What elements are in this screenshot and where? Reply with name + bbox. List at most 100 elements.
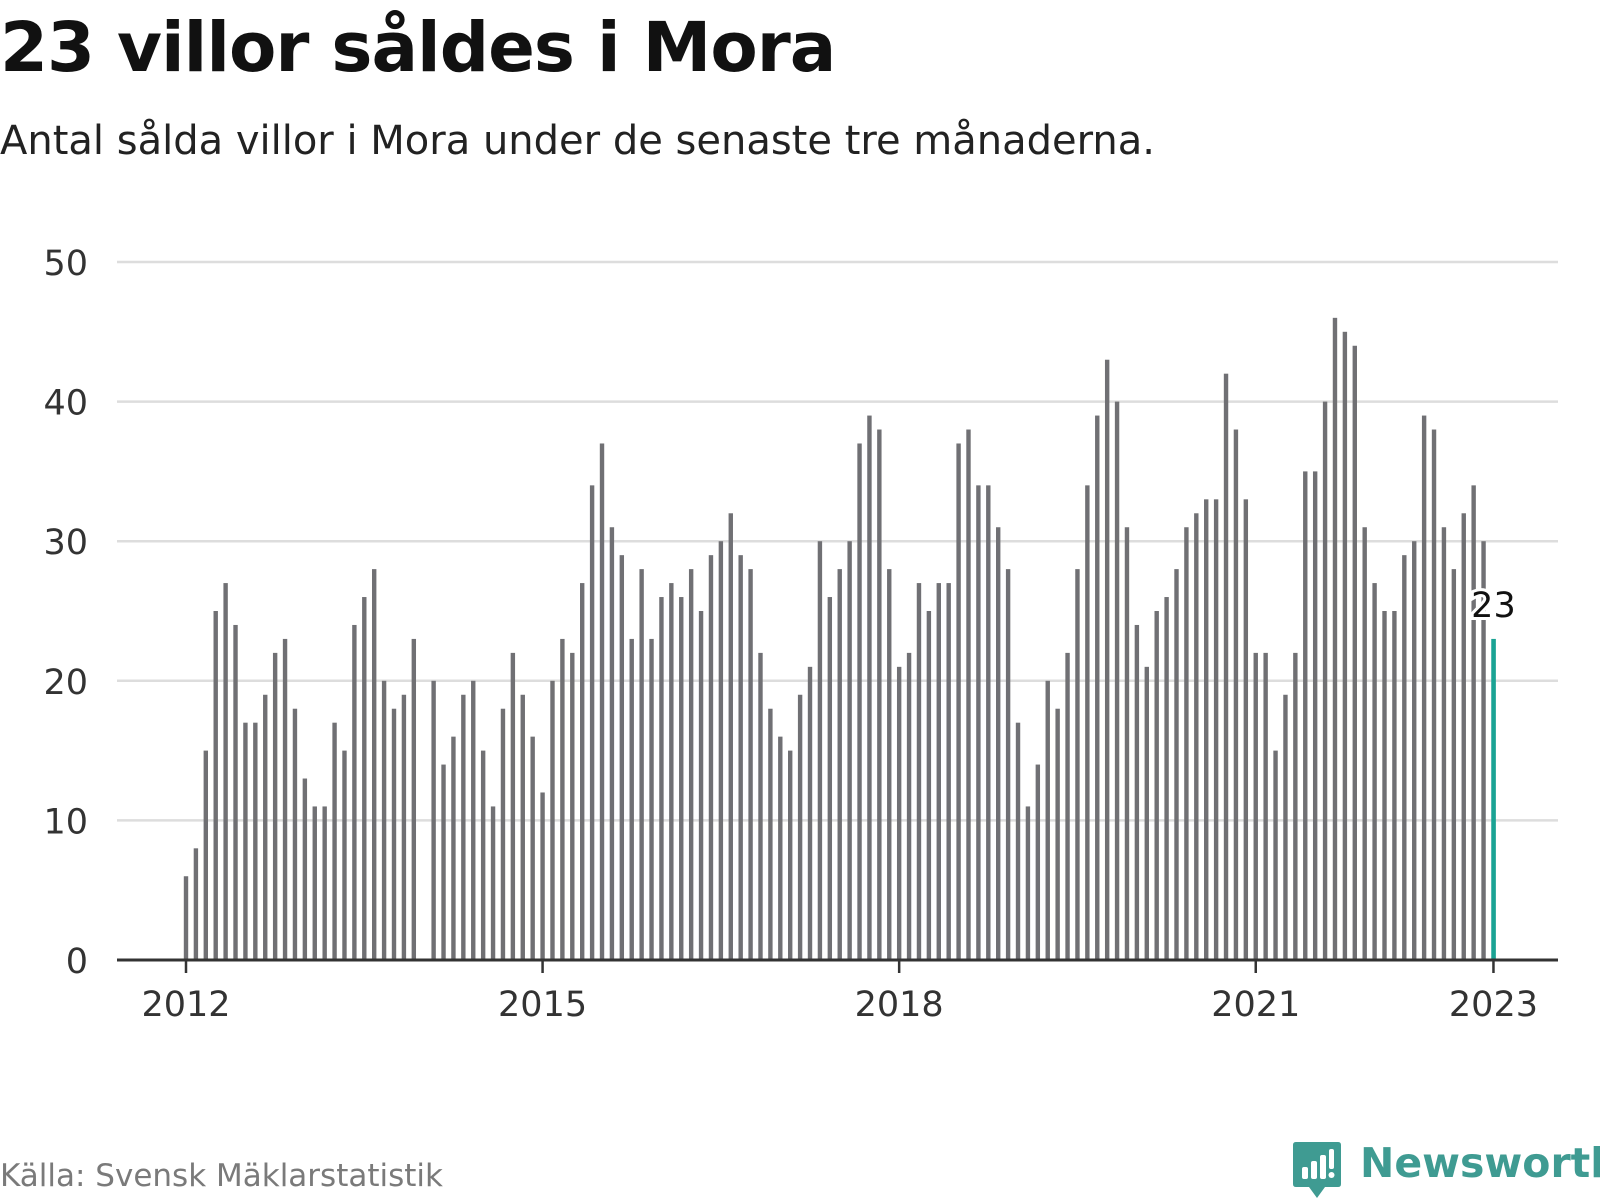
bar: [609, 527, 615, 960]
bars: [183, 317, 1496, 961]
bar: [1174, 569, 1179, 960]
bar: [599, 443, 605, 961]
bar: [877, 429, 882, 960]
bar: [887, 569, 892, 960]
axes: [117, 958, 1558, 973]
bar: [302, 778, 308, 960]
bar: [1164, 597, 1169, 960]
bar: [936, 583, 941, 960]
brand-name: Newsworthy: [1360, 1139, 1600, 1187]
bar: [480, 750, 486, 960]
bar: [1312, 471, 1318, 960]
bar: [976, 485, 981, 960]
bar: [1421, 415, 1427, 960]
bar: [381, 680, 387, 960]
bar: [1382, 611, 1387, 960]
bar: [322, 806, 327, 960]
bar: [797, 694, 803, 960]
bar: [1005, 569, 1011, 960]
bar: [1055, 708, 1060, 960]
bar: [837, 569, 842, 960]
bar: [867, 415, 872, 960]
bar: [1134, 624, 1140, 960]
bar: [679, 597, 684, 960]
bar: [362, 597, 367, 960]
bar: [312, 806, 317, 960]
brand-logo: Newsworthy: [1292, 1140, 1600, 1200]
bar: [1085, 485, 1090, 960]
highlight-bar: [1491, 638, 1496, 960]
bar: [1441, 527, 1447, 960]
bar: [332, 722, 337, 960]
bar: [292, 708, 298, 960]
bar: [510, 652, 516, 960]
bar: [1362, 527, 1367, 960]
bar: [411, 638, 417, 960]
bar: [193, 848, 199, 960]
bar: [530, 736, 535, 960]
grid-lines: [117, 260, 1558, 822]
bar: [1194, 513, 1199, 960]
bar: [1342, 331, 1348, 960]
bar: [570, 652, 575, 960]
bar: [1273, 750, 1278, 960]
bar: [1471, 485, 1476, 960]
bar: [807, 666, 813, 960]
x-tick-label: 2012: [141, 985, 230, 1025]
bar: [1352, 345, 1357, 960]
x-tick-label: 2023: [1449, 985, 1538, 1025]
bar: [1233, 429, 1239, 960]
bar: [471, 680, 476, 960]
bar: [352, 624, 357, 960]
bar: [1263, 652, 1268, 960]
bar: [441, 764, 446, 960]
x-tick-label: 2018: [855, 985, 944, 1025]
labels: 0 10 20 30 40 50 2012 2015 2018 2021 2023 23: [43, 244, 1538, 1025]
bar: [1322, 401, 1328, 961]
bar: [718, 541, 724, 960]
bar: [629, 638, 634, 960]
bar: [1332, 317, 1338, 961]
y-tick-label: 50: [43, 244, 88, 284]
bar: [580, 583, 585, 960]
bar: [451, 736, 456, 960]
bar: [698, 611, 704, 960]
bar: [956, 443, 961, 961]
bar: [738, 555, 743, 960]
bar: [768, 708, 773, 960]
bar: [1481, 541, 1486, 960]
bar: [1372, 583, 1377, 960]
bar: [669, 583, 674, 960]
bar: [966, 429, 971, 960]
bar: [639, 569, 644, 960]
bar: [1154, 611, 1159, 960]
bar: [1184, 527, 1189, 960]
bar: [1065, 652, 1070, 960]
bar: [708, 555, 714, 960]
bar: [748, 569, 753, 960]
bar: [401, 694, 407, 960]
bar: [223, 583, 228, 960]
bar: [1303, 471, 1308, 960]
bar: [253, 722, 258, 960]
bar: [1204, 499, 1209, 960]
y-tick-label: 20: [43, 663, 88, 703]
bar: [857, 443, 862, 961]
bar: [1015, 722, 1021, 960]
bar: [827, 597, 833, 960]
bar: [550, 680, 555, 960]
bar: [619, 555, 625, 960]
bar: [1402, 555, 1407, 960]
bar: [461, 694, 466, 960]
y-tick-label: 40: [43, 384, 88, 424]
bar: [203, 750, 209, 960]
bar: [916, 583, 922, 960]
bar: [1104, 359, 1110, 961]
bar: [758, 652, 763, 960]
bar: [1431, 429, 1437, 960]
bar: [371, 569, 377, 960]
bar-chart-speech-bubble-icon: [1293, 1142, 1341, 1198]
chart-title: 23 villor såldes i Mora: [0, 8, 836, 88]
bar: [986, 485, 991, 960]
bar: [1293, 652, 1298, 960]
